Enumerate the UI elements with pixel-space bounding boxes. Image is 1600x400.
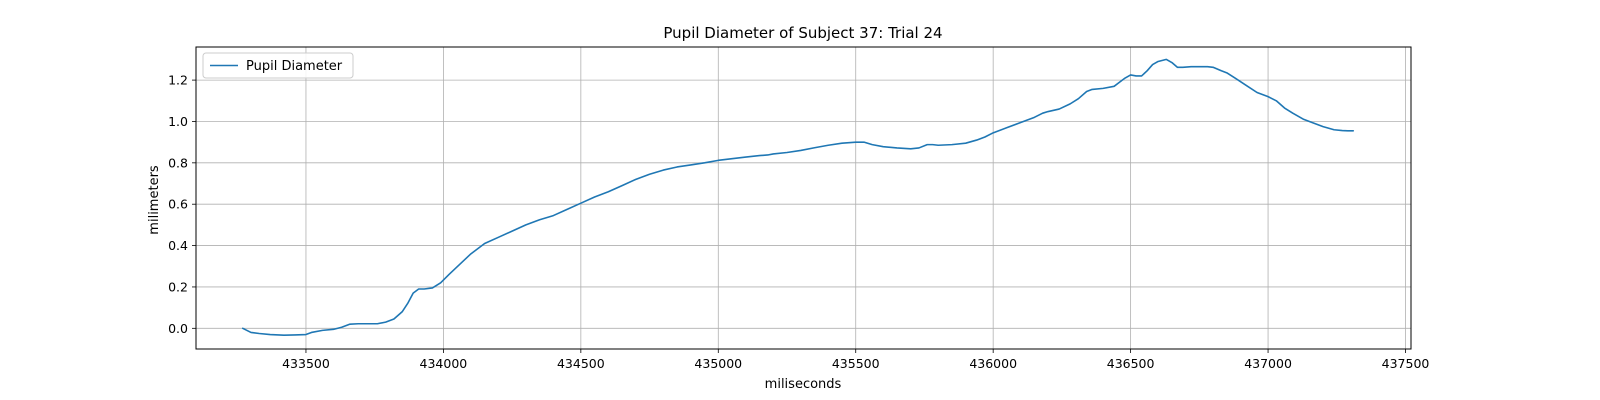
series-layer	[241, 58, 1355, 336]
x-tick-label: 436000	[969, 356, 1017, 371]
x-tick-label: 435500	[832, 356, 880, 371]
y-tick-label: 0.2	[168, 279, 188, 294]
y-tick-label: 0.4	[168, 238, 188, 253]
x-tick-label: 437500	[1382, 356, 1430, 371]
x-tick-label: 437000	[1244, 356, 1292, 371]
y-tick-label: 0.8	[168, 155, 188, 170]
grid-lines	[196, 47, 1411, 349]
y-tick-label: 0.6	[168, 197, 188, 212]
y-tick-label: 0.0	[168, 321, 188, 336]
x-axis-label: miliseconds	[765, 377, 842, 392]
legend-label: Pupil Diameter	[246, 59, 343, 74]
x-tick-label: 434500	[557, 356, 605, 371]
legend: Pupil Diameter	[202, 52, 354, 79]
x-tick-label: 436500	[1107, 356, 1155, 371]
y-tick-label: 1.0	[168, 114, 188, 129]
y-axis-label: milimeters	[147, 165, 162, 235]
chart-title: Pupil Diameter of Subject 37: Trial 24	[663, 24, 942, 42]
x-axis-ticks: 433500 434000 434500 435000 435500 436000 4365…	[282, 349, 1429, 371]
series-line-pupil-diameter	[241, 58, 1355, 336]
x-tick-label: 434000	[420, 356, 468, 371]
x-tick-label: 435000	[694, 356, 742, 371]
x-tick-label: 433500	[282, 356, 330, 371]
legend-box	[202, 52, 354, 79]
y-axis-ticks: 0.0 0.2 0.4 0.6 0.8 1.0 1.2	[168, 73, 196, 336]
y-tick-label: 1.2	[168, 73, 188, 88]
plot-frame	[195, 46, 1412, 350]
